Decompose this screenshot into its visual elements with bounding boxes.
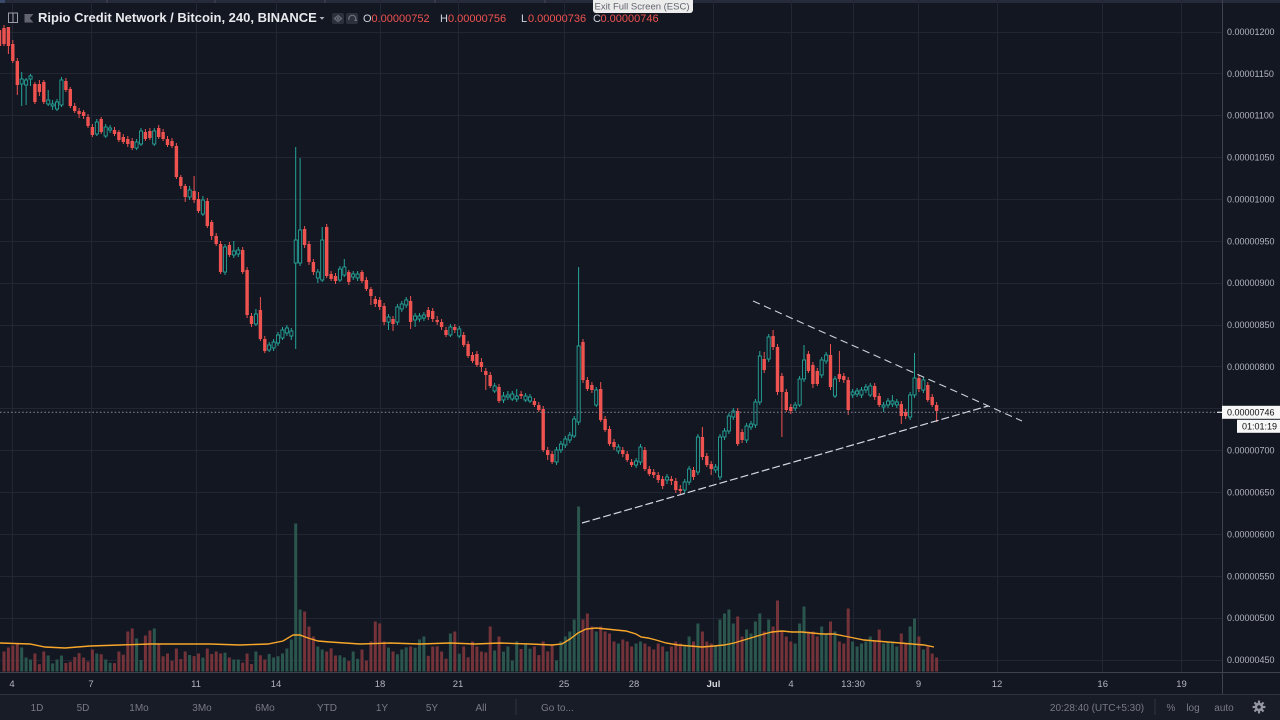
svg-text:21: 21 [453,679,464,690]
svg-text:Exit Full Screen (ESC): Exit Full Screen (ESC) [594,2,689,13]
svg-text:1Y: 1Y [376,703,389,714]
svg-text:Ripio Credit Network / Bitcoin: Ripio Credit Network / Bitcoin, 240, BIN… [38,10,317,25]
svg-text:4: 4 [9,679,14,690]
svg-text:0.00001200: 0.00001200 [1227,27,1275,37]
svg-text:6Mo: 6Mo [255,703,275,714]
svg-text:16: 16 [1097,679,1108,690]
svg-text:L: L [521,13,527,25]
svg-text:YTD: YTD [317,703,337,714]
svg-text:13:30: 13:30 [841,679,865,690]
svg-text:0.00000746: 0.00000746 [1227,408,1275,418]
svg-text:5D: 5D [77,703,90,714]
svg-text:11: 11 [191,679,201,690]
svg-text:18: 18 [375,679,386,690]
svg-text:0.00000500: 0.00000500 [1227,613,1275,623]
svg-text:0.00000752: 0.00000752 [372,13,430,25]
svg-text:log: log [1186,703,1199,714]
svg-text:1D: 1D [31,703,44,714]
svg-text:4: 4 [788,679,793,690]
svg-text:0.00000450: 0.00000450 [1227,655,1275,665]
svg-text:0.00000700: 0.00000700 [1227,446,1275,456]
svg-text:0.00000746: 0.00000746 [601,13,659,25]
svg-text:0.00000600: 0.00000600 [1227,529,1275,539]
svg-text:5Y: 5Y [426,703,439,714]
svg-text:O: O [363,13,372,25]
svg-text:0.00001150: 0.00001150 [1227,69,1274,79]
svg-text:0.00001050: 0.00001050 [1227,153,1275,163]
svg-text:0.00000900: 0.00000900 [1227,278,1275,288]
svg-text:0.00001100: 0.00001100 [1227,111,1274,121]
svg-text:0.00000850: 0.00000850 [1227,320,1275,330]
svg-text:All: All [475,703,486,714]
svg-text:0.00000736: 0.00000736 [528,13,586,25]
svg-text:%: % [1167,703,1176,714]
svg-text:19: 19 [1176,679,1187,690]
svg-text:0.00000950: 0.00000950 [1227,236,1275,246]
svg-text:0.00000650: 0.00000650 [1227,488,1275,498]
svg-text:14: 14 [271,679,282,690]
svg-text:Go to...: Go to... [541,703,574,714]
svg-text:0.00000550: 0.00000550 [1227,571,1275,581]
svg-text:auto: auto [1214,703,1234,714]
svg-text:0.00000800: 0.00000800 [1227,362,1275,372]
svg-text:01:01:19: 01:01:19 [1242,422,1277,432]
svg-text:0.00001000: 0.00001000 [1227,195,1275,205]
svg-text:3Mo: 3Mo [192,703,212,714]
svg-text:28: 28 [629,679,640,690]
svg-text:C: C [593,13,601,25]
svg-text:12: 12 [992,679,1003,690]
svg-text:0.00000756: 0.00000756 [448,13,506,25]
svg-text:7: 7 [88,679,93,690]
svg-text:H: H [440,13,448,25]
svg-text:25: 25 [559,679,570,690]
svg-text:1Mo: 1Mo [129,703,149,714]
svg-text:Jul: Jul [707,679,721,690]
svg-text:20:28:40 (UTC+5:30): 20:28:40 (UTC+5:30) [1050,703,1144,714]
svg-text:9: 9 [916,679,921,690]
